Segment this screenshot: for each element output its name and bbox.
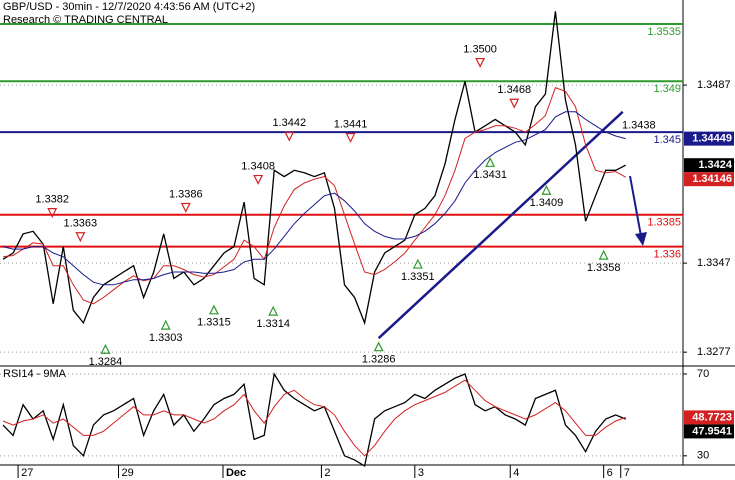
pivot-label: 1.3314	[256, 318, 290, 330]
y-tick-label: 1.3487	[697, 79, 731, 91]
pivot-marker	[75, 232, 86, 243]
series-line	[2, 379, 626, 457]
pivot-label: 1.3286	[362, 354, 396, 366]
pivot-label: 1.3351	[401, 271, 435, 283]
last-value-box	[684, 172, 734, 187]
level-label: 1.3385	[647, 217, 681, 229]
pivot-label: 1.3363	[64, 218, 98, 230]
panel-title: RSI14 - 9MA	[3, 368, 67, 380]
y-tick-label: 1.3277	[697, 346, 731, 358]
pivot-label: 1.3409	[530, 197, 564, 209]
pivot-label: 1.3303	[149, 332, 183, 344]
pivot-marker	[253, 174, 264, 185]
forecast-arrow	[629, 175, 642, 237]
x-tick-label: 3	[418, 467, 424, 479]
pivot-label: 1.3386	[169, 188, 203, 200]
trend-line	[377, 110, 624, 340]
level-label: 1.336	[653, 249, 681, 261]
x-tick-label: 29	[122, 467, 134, 479]
last-value-label: 47.9541	[692, 425, 732, 437]
last-value-label: 1.34146	[692, 173, 732, 185]
pivot-marker	[598, 249, 609, 260]
pivot-label: 1.3284	[89, 356, 123, 368]
pivot-marker	[345, 132, 356, 143]
x-tick-label: 2	[324, 467, 330, 479]
pivot-label: 1.3358	[587, 262, 621, 274]
x-tick-label: 27	[21, 467, 33, 479]
x-tick-label: 7	[624, 467, 630, 479]
series-line	[2, 86, 626, 305]
pivot-marker	[509, 98, 520, 109]
last-value-box	[684, 131, 734, 146]
pivot-marker	[208, 304, 219, 315]
pivot-marker	[284, 131, 295, 142]
last-value-label: 1.34449	[692, 133, 732, 145]
pivot-label: 1.3468	[497, 84, 531, 96]
annotation: 1.3438	[622, 119, 656, 131]
pivot-marker	[541, 184, 552, 195]
pivot-label: 1.3500	[463, 43, 497, 55]
last-value-box	[684, 424, 734, 439]
series-line	[2, 111, 626, 286]
pivot-marker	[373, 341, 384, 352]
y-tick-label: 30	[697, 450, 709, 462]
last-value-label: 48.7723	[692, 411, 732, 423]
pivot-label: 1.3408	[241, 160, 275, 172]
pivot-label: 1.3442	[272, 117, 306, 129]
x-tick-label: 6	[607, 467, 613, 479]
y-tick-label: 1.3347	[697, 257, 731, 269]
chart-subtitle: Research © TRADING CENTRAL	[3, 14, 168, 26]
chart-title: GBP/USD - 30min - 12/7/2020 4:43:56 AM (…	[3, 1, 255, 13]
pivot-marker	[412, 258, 423, 269]
pivot-marker	[485, 156, 496, 167]
level-label: 1.3535	[647, 26, 681, 38]
forecast-arrowhead	[635, 232, 647, 246]
last-value-box	[684, 158, 734, 173]
pivot-label: 1.3382	[35, 194, 69, 206]
y-tick-label: 70	[697, 368, 709, 380]
pivot-marker	[100, 343, 111, 354]
level-label: 1.349	[653, 83, 681, 95]
pivot-label: 1.3431	[473, 169, 507, 181]
last-value-box	[684, 410, 734, 425]
pivot-marker	[475, 57, 486, 68]
x-tick-label: 4	[513, 467, 519, 479]
pivot-marker	[160, 319, 171, 330]
pivot-label: 1.3315	[197, 317, 231, 329]
level-label: 1.345	[653, 134, 681, 146]
x-tick-label: Dec	[226, 467, 246, 479]
pivot-marker	[47, 208, 58, 218]
plot-layer: 1.3277 1.3347 1.3487 1.3535 1.349 1.345 1.3385…	[0, 11, 734, 479]
pivot-marker	[180, 202, 191, 213]
pivot-label: 1.3441	[334, 118, 368, 130]
series-line	[2, 372, 626, 468]
last-value-label: 1.3424	[698, 159, 733, 171]
pivot-marker	[268, 305, 279, 316]
